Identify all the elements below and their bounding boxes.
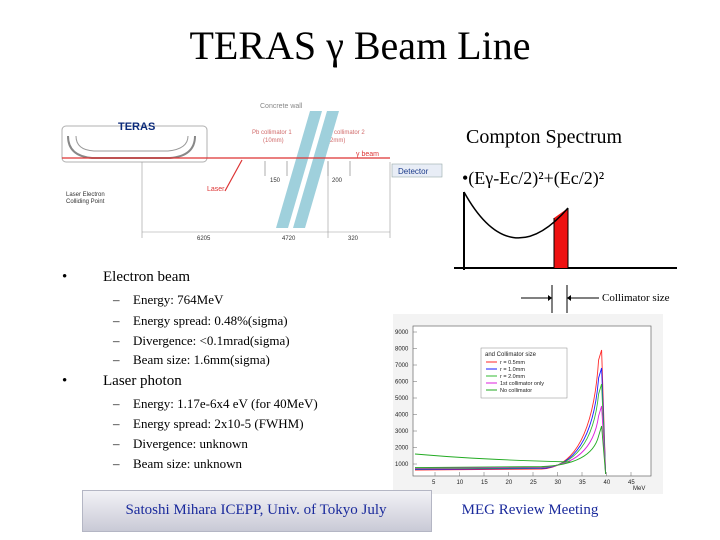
plot-legend-entry: 1st collimator only [500,381,544,387]
list-item: Energy spread: 0.48%(sigma) [133,313,288,328]
dash: – [113,313,120,328]
dash: – [113,456,120,471]
plot-x-tick-label: 45 [628,480,635,486]
plot-legend-entry: r = 0.5mm [500,360,525,366]
detector-label: Detector [398,167,429,176]
plot-y-tick-label: 6000 [395,380,409,386]
footer-left: Satoshi Mihara ICEPP, Univ. of Tokyo Jul… [125,502,387,518]
compton-sketch [454,191,677,270]
compton-spectrum-title: Compton Spectrum [466,126,623,148]
svg-text:γ beam: γ beam [356,151,379,158]
footer-box [82,490,432,532]
svg-text:6205: 6205 [197,236,211,242]
plot-legend-entry: r = 1.0mm [500,367,525,373]
dash: – [113,292,120,307]
list-item: Beam size: 1.6mm(sigma) [133,352,270,367]
beamline-diagram: Concrete wall TERAS Pb collimator 1 (10m… [61,103,443,242]
laser-photon-heading: Laser photon [103,373,182,389]
compton-curve [463,191,569,239]
plot-y-tick-label: 2000 [395,446,409,452]
plot-y-tick-label: 1000 [395,462,409,468]
pb-collimator-2-label: Pb collimator 2 [325,130,365,136]
plot-y-tick-label: 4000 [395,413,409,419]
plot-x-tick-label: 25 [530,480,537,486]
svg-text:150: 150 [270,178,281,184]
plot-legend-title: and Collimator size [485,352,537,358]
plot-x-tick-label: 20 [506,480,513,486]
dash: – [113,352,120,367]
svg-text:(10mm): (10mm) [263,138,284,144]
bullet-marker: • [62,373,68,389]
colliding-point-label: Laser Electron [66,192,105,198]
plot-series-curve [414,425,607,475]
plot-y-tick-label: 9000 [395,330,409,336]
list-item: Beam size: unknown [133,456,243,471]
list-item: Divergence: <0.1mrad(sigma) [133,333,290,348]
pb-collimator-1-label: Pb collimator 1 [252,130,292,136]
plot-x-tick-label: 10 [457,480,464,486]
svg-text:4720: 4720 [282,236,296,242]
svg-text:(2mm): (2mm) [328,138,345,144]
svg-text:Colliding Point: Colliding Point [66,199,105,205]
plot-x-unit: MeV [633,486,645,492]
svg-text:200: 200 [332,178,343,184]
plot-y-tick-label: 5000 [395,396,409,402]
list-item: Energy: 764MeV [133,292,224,307]
plot-y-tick-label: 3000 [395,429,409,435]
footer-right: MEG Review Meeting [461,502,599,518]
teras-ring [67,135,196,159]
compton-edge-fill [554,208,568,268]
electron-beam-heading: Electron beam [103,269,191,285]
plot-legend-entry: No collimator [500,388,532,394]
dash: – [113,416,120,431]
spectrum-plot: 9000 8000 7000 6000 5000 4000 3000 2000 1000 5 10 1… [393,314,663,494]
list-item: Energy: 1.17e-6x4 eV (for 40MeV) [133,396,318,411]
compton-formula: •(Eγ-Ec/2)²+(Ec/2)² [462,168,605,188]
collimator-arrows [521,285,599,313]
plot-x-tick-label: 35 [579,480,586,486]
plot-legend-entry: r = 2.0mm [500,374,525,380]
teras-label: TERAS [118,121,155,133]
collimator-size-label: Collimator size [602,292,670,304]
plot-y-tick-label: 7000 [395,363,409,369]
svg-text:320: 320 [348,236,359,242]
bullet-marker: • [62,269,68,285]
page-title: TERAS γ Beam Line [189,23,531,68]
concrete-wall-label: Concrete wall [260,103,303,110]
detector-box [391,163,443,178]
plot-x-tick-label: 5 [432,480,436,486]
list-item: Divergence: unknown [133,436,248,451]
concrete-wall-slab [276,111,322,228]
plot-series-curve [414,453,572,463]
plot-x-tick-label: 30 [555,480,562,486]
plot-series-curve [414,349,607,475]
laser-beam-line [224,159,243,192]
plot-x-tick-label: 15 [481,480,488,486]
svg-text:Laser: Laser [207,186,225,193]
plot-x-tick-label: 40 [604,480,611,486]
dash: – [113,333,120,348]
dash: – [113,436,120,451]
plot-y-tick-label: 8000 [395,347,409,353]
list-item: Energy spread: 2x10-5 (FWHM) [133,416,304,431]
dash: – [113,396,120,411]
